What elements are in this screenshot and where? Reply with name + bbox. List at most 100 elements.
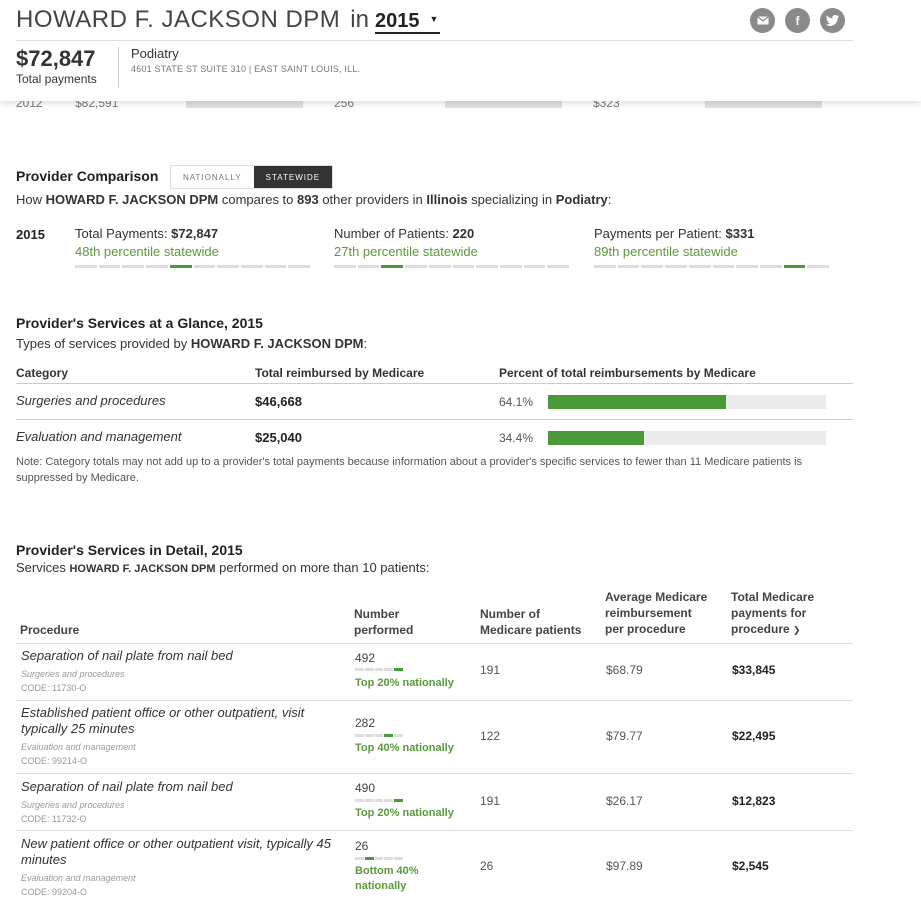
caret-down-icon: ▼ xyxy=(429,14,439,24)
number-performed: 26 xyxy=(355,839,369,853)
metric-total-payments: Total Payments: $72,847 48th percentile … xyxy=(75,226,311,268)
procedure-code: CODE: 99204-O xyxy=(21,887,88,897)
average-reimbursement: $79.77 xyxy=(606,729,643,743)
percentile-segment xyxy=(98,265,121,268)
rank-segment xyxy=(364,734,374,737)
rank-segment xyxy=(364,857,374,860)
rank-segment xyxy=(394,734,403,737)
percentile-segment xyxy=(641,265,664,268)
divider xyxy=(16,700,853,701)
rank-segment xyxy=(364,668,374,671)
toggle-statewide[interactable]: STATEWIDE xyxy=(253,166,333,188)
total-payments: $2,545 xyxy=(732,859,769,873)
year-select-value: 2015 xyxy=(374,10,420,32)
percentile-segment xyxy=(547,265,570,268)
percentile-segment xyxy=(452,265,475,268)
percentile-segment xyxy=(264,265,287,268)
glance-row-bar xyxy=(548,431,826,445)
rank-bar xyxy=(355,799,403,802)
glance-title: Provider's Services at a Glance, 2015 xyxy=(16,315,263,331)
email-icon[interactable] xyxy=(750,8,775,33)
glance-row-percent: 64.1% xyxy=(499,395,534,409)
number-performed: 282 xyxy=(355,716,376,730)
procedure-category: Evaluation and management xyxy=(21,742,136,752)
rank-segment xyxy=(355,734,364,737)
rank-segment xyxy=(384,857,394,860)
procedure-code: CODE: 11730-O xyxy=(21,683,87,693)
procedure-name: Separation of nail plate from nail bed xyxy=(21,779,233,794)
rank-text: Top 20% nationally xyxy=(355,677,454,689)
metric-payments-per-patient: Payments per Patient: $331 89th percenti… xyxy=(594,226,830,268)
percentile-segment xyxy=(523,265,546,268)
total-payments-amount: $72,847 xyxy=(16,46,96,71)
toggle-nationally[interactable]: NATIONALLY xyxy=(183,172,242,182)
rank-segment xyxy=(394,668,403,671)
total-payments: $22,495 xyxy=(732,729,776,743)
glance-row-bar xyxy=(548,395,826,409)
detail-col-performed: Number performed xyxy=(354,607,414,637)
percentile-segment xyxy=(783,265,806,268)
rank-bar xyxy=(355,734,403,737)
metric-number-of-patients: Number of Patients: 220 27th percentile … xyxy=(334,226,570,268)
rank-segment xyxy=(384,668,394,671)
percentile-text: 27th percentile statewide xyxy=(334,244,478,259)
percentile-bar xyxy=(594,265,830,268)
page-title: HOWARD F. JACKSON DPM in 2015 ▼ xyxy=(16,6,441,34)
facebook-icon[interactable]: f xyxy=(785,8,810,33)
percentile-segment xyxy=(381,265,404,268)
sort-chevron-down-icon[interactable]: ❯ xyxy=(793,625,801,635)
comparison-toggle: NATIONALLY STATEWIDE xyxy=(170,165,334,189)
glance-col-percent: Percent of total reimbursements by Medic… xyxy=(499,366,756,380)
total-payments-label: Total payments xyxy=(16,72,97,86)
specialty: Podiatry xyxy=(131,46,179,61)
average-reimbursement: $97.89 xyxy=(606,859,643,873)
procedure-category: Surgeries and procedures xyxy=(21,669,125,679)
percentile-segment xyxy=(146,265,168,268)
percentile-segment xyxy=(759,265,782,268)
percentile-segment xyxy=(617,265,640,268)
rank-segment xyxy=(384,734,394,737)
average-reimbursement: $26.17 xyxy=(606,794,643,808)
comparison-year: 2015 xyxy=(16,227,45,242)
divider xyxy=(16,830,853,831)
rank-text: Top 40% nationally xyxy=(355,742,454,754)
number-performed: 490 xyxy=(355,781,376,795)
percentile-segment xyxy=(334,265,356,268)
percentile-segment xyxy=(217,265,239,268)
procedure-category: Evaluation and management xyxy=(21,873,136,883)
detail-title: Provider's Services in Detail, 2015 xyxy=(16,542,243,558)
number-performed: 492 xyxy=(355,651,376,665)
year-select[interactable]: 2015 ▼ xyxy=(374,10,441,34)
rank-text: Top 20% nationally xyxy=(355,807,454,819)
percentile-text: 48th percentile statewide xyxy=(75,244,219,259)
total-payments: $33,845 xyxy=(732,663,776,677)
percentile-segment xyxy=(428,265,451,268)
procedure-code: CODE: 99214-O xyxy=(21,756,88,766)
total-payments: $12,823 xyxy=(732,794,776,808)
detail-col-total[interactable]: Total Medicare payments for procedure ❯ xyxy=(731,590,815,636)
rank-bar xyxy=(355,857,403,860)
medicare-patients: 191 xyxy=(480,794,501,808)
in-label: in xyxy=(350,6,369,33)
procedure-code: CODE: 11732-O xyxy=(21,814,87,824)
percentile-segment xyxy=(712,265,735,268)
detail-col-procedure: Procedure xyxy=(20,623,80,637)
rank-segment xyxy=(374,734,384,737)
glance-note: Note: Category totals may not add up to … xyxy=(16,456,803,484)
header-divider xyxy=(16,40,853,41)
twitter-icon[interactable] xyxy=(820,8,845,33)
percentile-text: 89th percentile statewide xyxy=(594,244,738,259)
percentile-segment xyxy=(357,265,380,268)
glance-intro: Types of services provided by HOWARD F. … xyxy=(16,336,368,351)
percentile-segment xyxy=(594,265,616,268)
rank-segment xyxy=(355,799,364,802)
rank-segment xyxy=(384,799,394,802)
medicare-patients: 122 xyxy=(480,729,501,743)
rank-segment xyxy=(394,799,403,802)
glance-row-percent: 34.4% xyxy=(499,431,534,445)
comparison-title: Provider Comparison xyxy=(16,168,159,184)
rank-segment xyxy=(374,668,384,671)
percentile-segment xyxy=(665,265,687,268)
percentile-segment xyxy=(75,265,97,268)
glance-col-total: Total reimbursed by Medicare xyxy=(255,366,425,380)
